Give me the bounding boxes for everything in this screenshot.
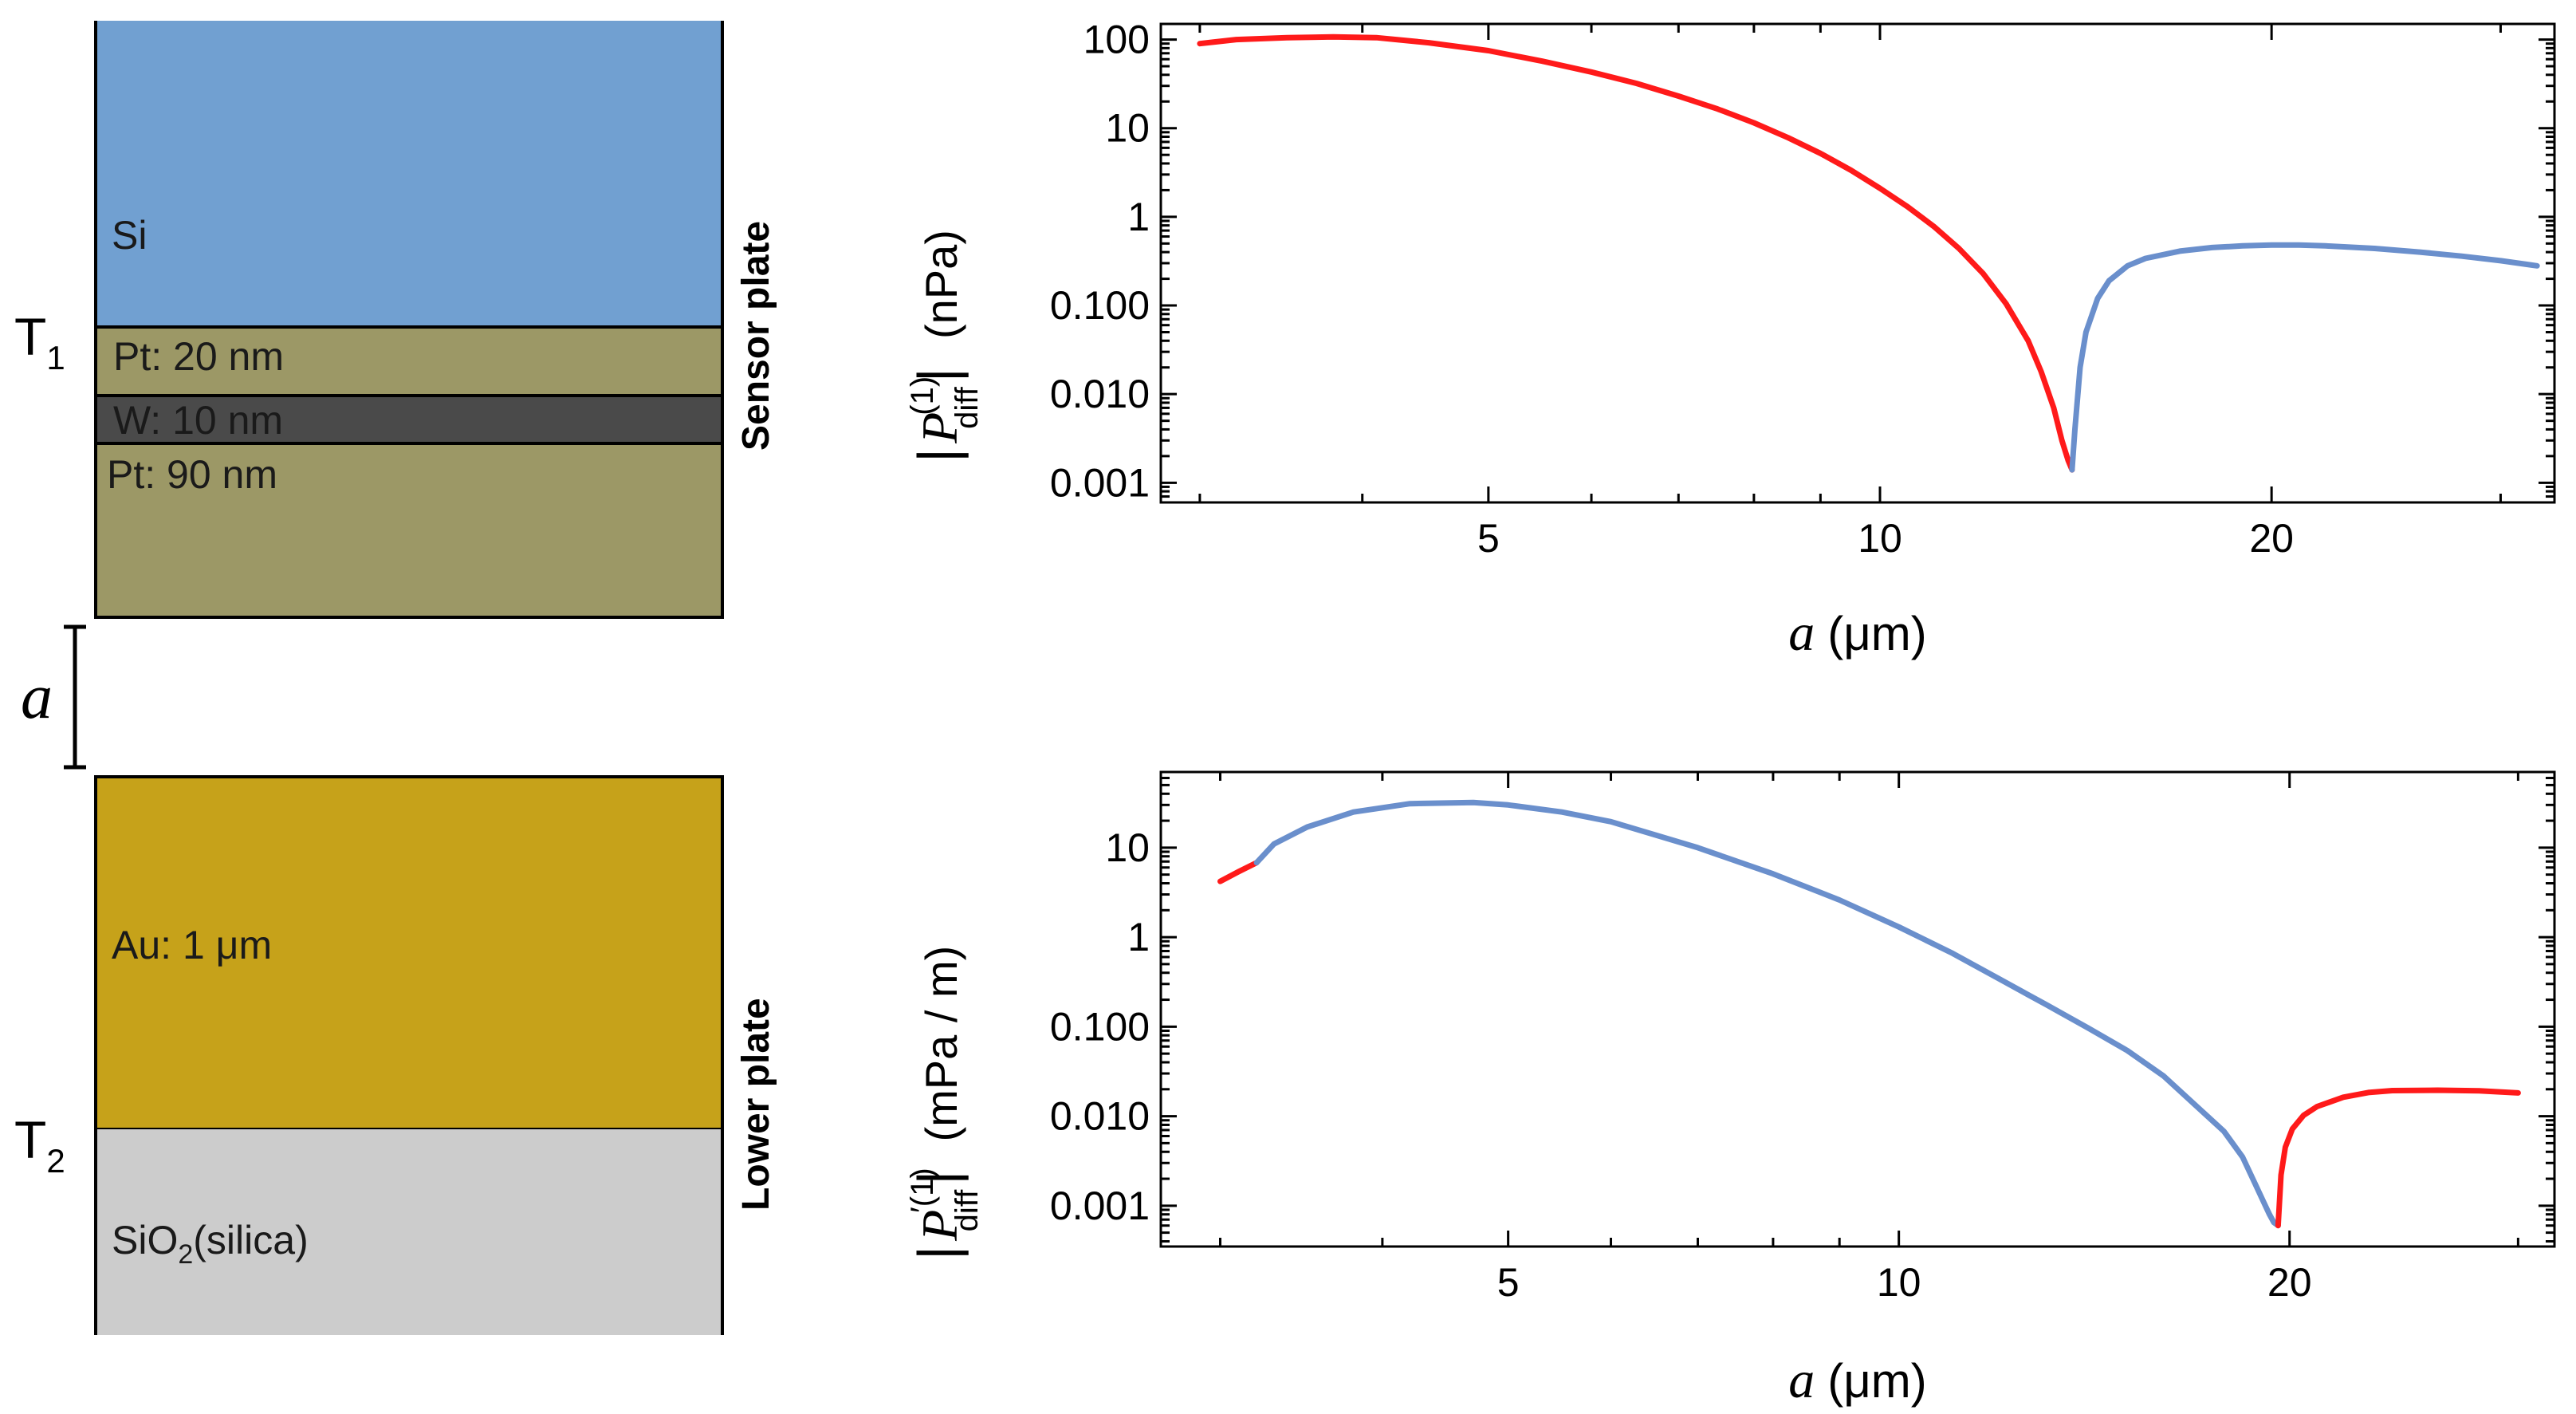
- chart-bottom-ylabel-group: |P′(1) diff|(mPa / m): [905, 946, 985, 1260]
- chart-bottom-xlabel: a (μm): [1788, 1351, 1927, 1409]
- series-positive-line: [2069, 242, 2540, 473]
- gap-marker: [64, 624, 86, 770]
- pt-90nm-layer: [94, 442, 724, 619]
- chart-top-ticks: [1161, 24, 2554, 504]
- gap-label: a: [21, 662, 53, 732]
- au-label: Au: 1 μm: [112, 923, 272, 967]
- au-layer: [94, 775, 724, 1131]
- series-negative-line: [1197, 33, 2075, 473]
- series-positive-line: [1253, 799, 2281, 1229]
- chart-top-series: [1197, 33, 2540, 473]
- y-tick-label: 10: [1105, 825, 1150, 870]
- chart-top-xlabel: a (μm): [1788, 604, 1927, 662]
- chart-bottom: 5 10 20 10 1 0.100 0.010 0.001 |P′(1) diff|(mPa …: [905, 770, 2556, 1409]
- silica-layer: [96, 1129, 722, 1335]
- y-tick-label: 0.001: [1050, 460, 1150, 505]
- si-label: Si: [112, 213, 147, 258]
- series-negative-low-line: [1217, 860, 1260, 884]
- y-tick-label: 0.010: [1050, 372, 1150, 416]
- sensor-plate-label: Sensor plate: [735, 221, 777, 451]
- lower-plate-label: Lower plate: [735, 998, 777, 1211]
- chart-bottom-ticks: [1161, 770, 2554, 1247]
- x-tick-label: 10: [1858, 516, 1902, 561]
- y-tick-label: 0.010: [1050, 1094, 1150, 1139]
- chart-top-tick-labels: 5 10 20 100 10 1 0.100 0.010 0.001: [1050, 18, 2294, 561]
- chart-bottom-series: [1217, 799, 2521, 1229]
- layer-diagram: Si Pt: 20 nm W: 10 nm Pt: 90 nm Au: 1 μm…: [14, 21, 777, 1335]
- y-tick-label: 0.001: [1050, 1184, 1150, 1228]
- chart-top: 5 10 20 100 10 1 0.100 0.010 0.001 |P(1) diff|(nP…: [905, 18, 2556, 662]
- chart-top-ylabel: |P(1) diff|(nPa): [905, 230, 985, 463]
- chart-top-frame: [1159, 22, 2556, 504]
- t2-label: T2: [14, 1110, 65, 1180]
- y-tick-label: 0.100: [1050, 1004, 1150, 1049]
- y-tick-label: 0.100: [1050, 283, 1150, 328]
- x-tick-label: 5: [1497, 1260, 1520, 1305]
- x-tick-label: 20: [2249, 516, 2294, 561]
- chart-bottom-tick-labels: 5 10 20 10 1 0.100 0.010 0.001: [1050, 825, 2312, 1305]
- x-tick-label: 10: [1877, 1260, 1921, 1305]
- y-tick-label: 100: [1083, 18, 1150, 62]
- chart-top-ylabel-group: |P(1) diff|(nPa): [905, 230, 985, 463]
- y-tick-label: 10: [1105, 106, 1150, 151]
- pt-20nm-layer: [94, 325, 724, 397]
- x-tick-label: 20: [2267, 1260, 2312, 1305]
- chart-bottom-frame: [1159, 770, 2556, 1248]
- chart-bottom-ylabel: |P′(1) diff|(mPa / m): [905, 946, 985, 1260]
- pt-20nm-label: Pt: 20 nm: [113, 334, 284, 379]
- y-tick-label: 1: [1127, 915, 1150, 959]
- w-10nm-label: W: 10 nm: [113, 398, 283, 443]
- y-tick-label: 1: [1127, 195, 1150, 239]
- pt-90nm-label: Pt: 90 nm: [107, 452, 277, 497]
- silica-label: SiO2(silica): [112, 1218, 309, 1270]
- si-layer: [96, 21, 722, 327]
- t1-label: T1: [14, 307, 65, 376]
- x-tick-label: 5: [1477, 516, 1500, 561]
- series-negative-high-line: [2275, 1087, 2521, 1229]
